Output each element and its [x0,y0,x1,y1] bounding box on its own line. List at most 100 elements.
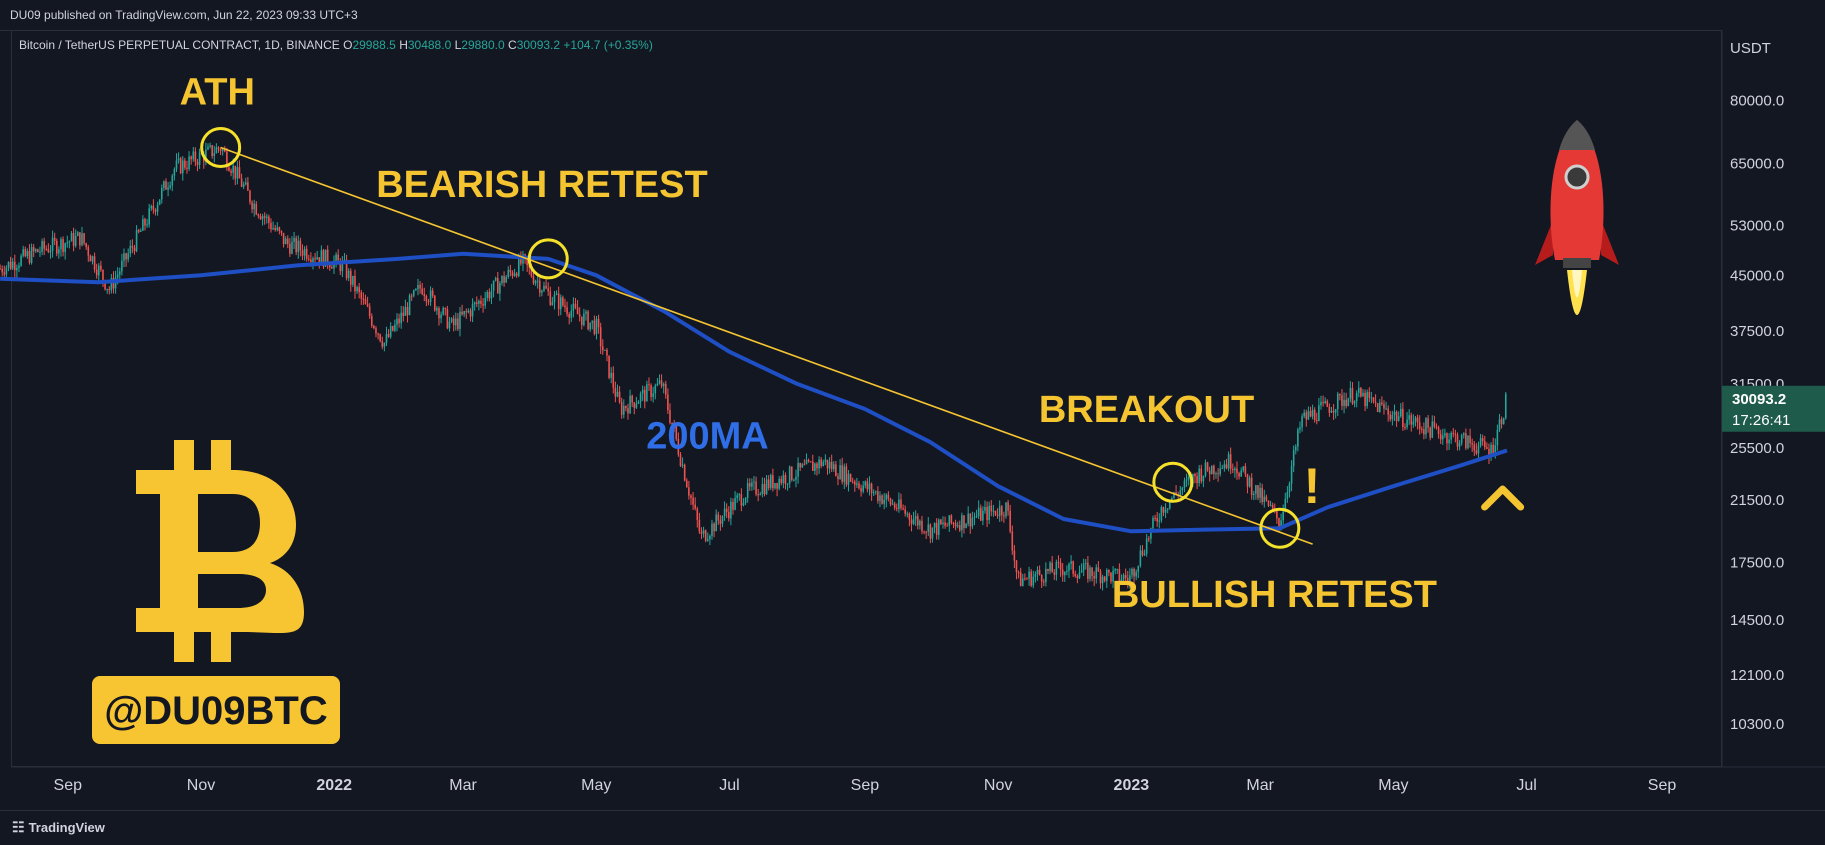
candle-body [446,309,449,329]
candle-body [467,310,470,313]
candle-body [1454,433,1457,435]
candle-body [1330,410,1333,413]
candle-body [156,204,159,212]
candle-body [1204,462,1207,476]
candle-body [570,310,573,318]
last-price-badge [1722,385,1825,432]
candle-body [906,513,909,515]
candle-body [1381,402,1383,405]
candle-body [1032,576,1035,586]
x-tick-label: May [1378,777,1408,794]
candle-body [1343,399,1345,406]
candle-body [942,522,944,525]
candle-body [595,318,598,334]
candle-body [923,531,925,533]
candle-body [1015,560,1018,573]
candle-body [984,506,986,511]
candle-body [675,426,678,439]
candle-body [1089,567,1091,579]
candle-body [45,248,48,250]
candle-body [312,258,314,263]
x-tick-label: Nov [984,777,1012,794]
candle-body [597,318,600,328]
candle-body [1278,518,1280,527]
candle-body [1410,415,1413,425]
candle-body [1351,388,1354,404]
exclamation-label: ! [1304,458,1321,514]
candle-body [622,406,625,415]
candle-body [797,462,799,477]
candle-body [198,152,201,165]
candle-body [1360,387,1362,397]
candle-body [291,241,293,254]
candle-body [28,251,31,263]
candle-body [793,479,795,481]
candle-body [43,241,45,249]
candle-body [1030,571,1032,586]
candle-body [1057,561,1060,563]
candle-body [805,459,808,465]
candle-body [217,147,220,150]
candle-body [853,481,856,485]
candle-body [958,525,961,531]
candle-body [1074,573,1077,577]
candle-body [1318,405,1320,422]
candle-body [352,275,354,285]
candle-body [431,290,434,296]
candle-body [1362,392,1364,397]
candle-body [265,216,268,218]
candle-body [1439,434,1442,440]
candle-body [259,216,262,220]
candle-body [318,257,321,263]
candle-body [299,240,302,251]
rocket-nozzle [1563,258,1591,268]
candle-body [1227,454,1230,469]
candle-body [746,483,749,498]
candle-body [1005,502,1007,517]
candle-body [740,494,743,506]
candle-body [1133,568,1135,577]
y-tick-label: 21500.0 [1730,492,1784,509]
candle-body [1446,433,1448,444]
candle-body [868,483,871,490]
candle-body [818,459,820,469]
candle-body [129,245,132,254]
candle-body [809,461,812,463]
candle-body [1259,487,1261,498]
candle-body [1210,465,1213,475]
candle-body [1198,468,1200,484]
candle-body [1242,466,1245,471]
candle-body [986,506,988,521]
candle-body [163,181,165,189]
candle-body [278,227,281,231]
candle-body [851,481,854,483]
candle-body [139,230,142,232]
candle-body [673,424,675,427]
candle-body [1339,393,1341,396]
candle-body [1372,397,1375,402]
candle-body [79,232,81,246]
candle-body [755,481,757,495]
high-label: H [399,38,408,52]
candle-body [152,205,155,210]
candle-body [1047,568,1049,572]
candle-body [786,483,789,485]
candle-body [358,287,360,293]
candle-body [1147,538,1150,540]
candle-body [1135,571,1137,577]
candle-body [1187,477,1190,480]
candle-body [996,514,999,516]
candle-body [1408,415,1410,420]
candle-body [702,530,705,534]
tradingview-logo[interactable]: ☷ TradingView [12,819,105,836]
candle-body [62,239,64,252]
candle-body [704,530,707,541]
candle-body [1477,445,1480,454]
candle-body [572,303,575,311]
candle-body [13,261,16,271]
candle-body [774,483,776,489]
candle-body [895,507,898,509]
candle-body [688,487,690,496]
candle-body [1068,563,1070,571]
